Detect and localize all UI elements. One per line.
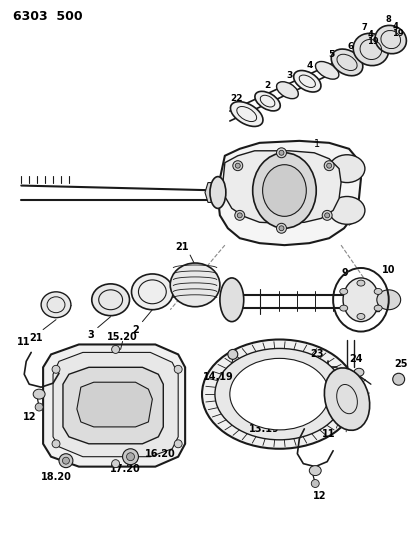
Ellipse shape — [235, 163, 240, 168]
Ellipse shape — [33, 389, 45, 399]
Text: 14.19: 14.19 — [202, 372, 233, 382]
Ellipse shape — [339, 288, 347, 294]
Text: 8: 8 — [385, 15, 391, 24]
Ellipse shape — [293, 70, 320, 92]
Ellipse shape — [170, 263, 219, 306]
Polygon shape — [63, 367, 163, 444]
Ellipse shape — [339, 305, 347, 311]
Text: 4: 4 — [367, 30, 373, 39]
Text: 6303  500: 6303 500 — [13, 10, 83, 23]
Text: 5: 5 — [327, 50, 333, 59]
Ellipse shape — [227, 350, 237, 359]
Ellipse shape — [324, 213, 329, 218]
Text: 23: 23 — [310, 350, 323, 359]
Text: 25: 25 — [393, 359, 407, 369]
Ellipse shape — [111, 345, 119, 353]
Ellipse shape — [252, 153, 315, 228]
Ellipse shape — [262, 165, 306, 216]
Ellipse shape — [324, 368, 369, 430]
Ellipse shape — [342, 278, 378, 321]
Text: 7: 7 — [360, 23, 366, 32]
Text: 10: 10 — [381, 265, 395, 275]
Ellipse shape — [276, 148, 286, 158]
Ellipse shape — [35, 403, 43, 411]
Ellipse shape — [59, 454, 73, 467]
Text: 9: 9 — [341, 268, 348, 278]
Ellipse shape — [92, 284, 129, 316]
Ellipse shape — [328, 155, 364, 183]
Ellipse shape — [62, 457, 69, 464]
Text: 13.19: 13.19 — [249, 424, 279, 434]
Polygon shape — [43, 344, 185, 466]
Text: 24: 24 — [348, 354, 362, 365]
Polygon shape — [76, 382, 152, 427]
Ellipse shape — [232, 161, 242, 171]
Polygon shape — [53, 352, 178, 457]
Text: 19: 19 — [366, 37, 378, 46]
Ellipse shape — [356, 280, 364, 286]
Text: 22: 22 — [230, 94, 243, 103]
Ellipse shape — [352, 34, 388, 66]
Ellipse shape — [254, 91, 280, 111]
Ellipse shape — [374, 26, 405, 54]
Ellipse shape — [373, 305, 381, 311]
Ellipse shape — [315, 61, 338, 79]
Ellipse shape — [209, 176, 225, 208]
Text: 11: 11 — [321, 429, 335, 439]
Ellipse shape — [202, 340, 356, 449]
Text: 2: 2 — [132, 325, 139, 335]
Ellipse shape — [122, 449, 138, 465]
Ellipse shape — [330, 49, 362, 76]
Ellipse shape — [229, 358, 328, 430]
Ellipse shape — [310, 480, 319, 488]
Ellipse shape — [376, 290, 400, 310]
Ellipse shape — [126, 453, 134, 461]
Text: 11: 11 — [16, 337, 30, 348]
Ellipse shape — [174, 440, 182, 448]
Text: 19: 19 — [391, 29, 402, 38]
Ellipse shape — [214, 349, 343, 440]
Ellipse shape — [234, 211, 244, 220]
Ellipse shape — [356, 313, 364, 319]
Text: 4: 4 — [306, 61, 312, 70]
Ellipse shape — [52, 440, 60, 448]
Polygon shape — [204, 183, 224, 203]
Ellipse shape — [41, 292, 71, 318]
Text: 12: 12 — [312, 491, 325, 502]
Text: 2: 2 — [264, 80, 270, 90]
Text: 3: 3 — [87, 329, 94, 340]
Ellipse shape — [326, 163, 331, 168]
Ellipse shape — [237, 213, 242, 218]
Text: 17.20: 17.20 — [110, 464, 141, 474]
Text: 6: 6 — [347, 42, 353, 51]
Ellipse shape — [111, 459, 119, 467]
Ellipse shape — [276, 223, 286, 233]
Text: 18.20: 18.20 — [40, 472, 71, 482]
Ellipse shape — [278, 226, 283, 231]
Text: 21: 21 — [175, 242, 189, 252]
Ellipse shape — [219, 278, 243, 321]
Ellipse shape — [230, 102, 262, 126]
Text: 21: 21 — [29, 333, 43, 343]
Ellipse shape — [392, 373, 404, 385]
Ellipse shape — [278, 150, 283, 155]
Text: 4: 4 — [392, 22, 398, 31]
Text: 15.20: 15.20 — [107, 332, 137, 342]
Text: 3: 3 — [285, 71, 292, 80]
Polygon shape — [217, 141, 360, 245]
Ellipse shape — [174, 365, 182, 373]
Polygon shape — [222, 151, 340, 223]
Ellipse shape — [328, 197, 364, 224]
Text: 16.20: 16.20 — [144, 449, 175, 459]
Ellipse shape — [308, 466, 320, 475]
Ellipse shape — [276, 82, 298, 99]
Ellipse shape — [324, 161, 333, 171]
Text: 12: 12 — [22, 412, 36, 422]
Ellipse shape — [353, 368, 363, 376]
Text: 1: 1 — [313, 139, 319, 149]
Ellipse shape — [131, 274, 173, 310]
Ellipse shape — [373, 288, 381, 294]
Ellipse shape — [52, 365, 60, 373]
Ellipse shape — [321, 211, 331, 220]
